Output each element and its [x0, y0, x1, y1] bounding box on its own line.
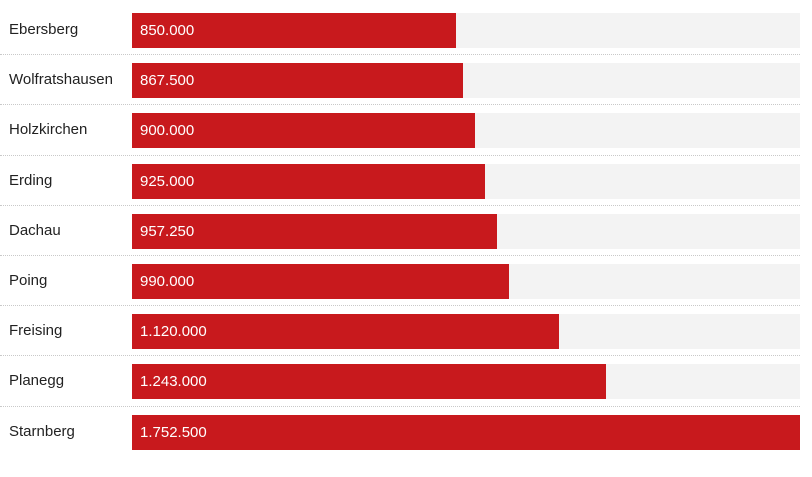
bar-track: 925.000 [132, 163, 800, 199]
value-label: 900.000 [140, 122, 195, 140]
bar: 1.752.500 [132, 414, 800, 450]
row-divider [0, 154, 800, 156]
bar-row: Wolfratshausen 867.500 [0, 55, 812, 105]
category-label: Poing [9, 272, 48, 289]
row-divider [0, 305, 800, 307]
category-label: Ebersberg [9, 21, 79, 38]
bar: 850.000 [132, 13, 456, 48]
bar-track: 990.000 [132, 264, 800, 299]
category-label: Freising [9, 322, 63, 340]
row-divider [0, 104, 800, 106]
bar-track: 957.250 [132, 213, 800, 249]
bar-row: Erding 925.000 [0, 156, 812, 206]
bar-row: Freising 1.120.000 [0, 306, 812, 356]
bar-row: Poing 990.000 [0, 256, 812, 306]
value-label: 1.243.000 [140, 373, 207, 391]
value-label: 867.500 [140, 72, 195, 90]
bar-row: Starnberg 1.752.500 [0, 407, 812, 457]
bar: 867.500 [132, 63, 463, 99]
bar-track: 1.243.000 [132, 364, 800, 400]
row-divider [0, 405, 800, 407]
bar: 925.000 [132, 163, 485, 199]
bar: 900.000 [132, 113, 476, 149]
category-label: Erding [9, 171, 53, 189]
bar: 1.243.000 [132, 364, 606, 400]
value-label: 957.250 [140, 222, 195, 240]
bar-track: 1.120.000 [132, 314, 800, 350]
bar: 957.250 [132, 213, 497, 249]
value-label: 850.000 [140, 22, 195, 39]
row-divider [0, 204, 800, 206]
category-label: Wolfratshausen [9, 71, 113, 89]
bar-row: Dachau 957.250 [0, 206, 812, 256]
bar-track: 867.500 [132, 63, 800, 99]
bar-row: Ebersberg 850.000 [0, 5, 812, 55]
row-divider [0, 355, 800, 357]
bar-track: 850.000 [132, 13, 800, 48]
bar: 990.000 [132, 264, 510, 299]
value-label: 990.000 [140, 273, 195, 290]
category-label: Starnberg [9, 422, 75, 440]
row-divider [0, 54, 800, 56]
row-divider [0, 255, 800, 256]
bar-row: Planegg 1.243.000 [0, 356, 812, 406]
bar: 1.120.000 [132, 314, 559, 350]
bar-row: Holzkirchen 900.000 [0, 105, 812, 155]
bar-track: 900.000 [132, 113, 800, 149]
value-label: 1.752.500 [140, 423, 207, 441]
bar-track: 1.752.500 [132, 414, 800, 450]
value-label: 1.120.000 [140, 323, 207, 341]
value-label: 925.000 [140, 172, 195, 190]
category-label: Dachau [9, 221, 61, 239]
category-label: Holzkirchen [9, 121, 88, 139]
category-label: Planegg [9, 372, 65, 390]
